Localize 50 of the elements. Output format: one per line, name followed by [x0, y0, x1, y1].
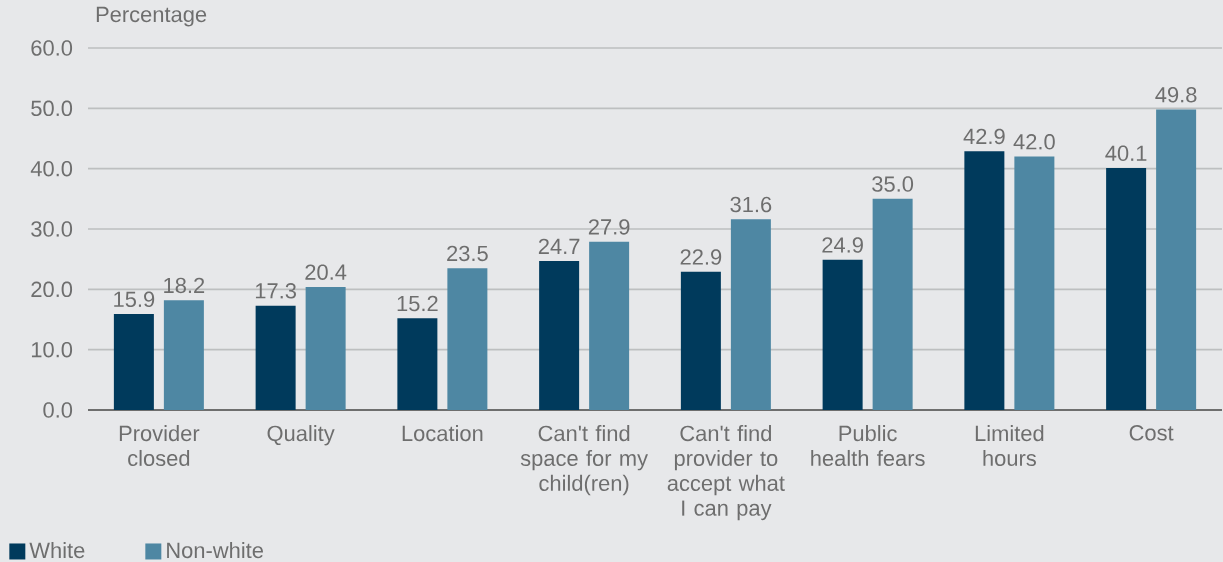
x-tick-label: Location [402, 425, 483, 442]
legend-label: White [29, 542, 85, 559]
data-label: 27.9 [588, 219, 630, 235]
data-label: 15.2 [397, 295, 438, 312]
data-label: 42.0 [1013, 134, 1055, 150]
x-tick-label: Cost [1129, 425, 1174, 441]
bar [539, 260, 580, 410]
data-label: 42.9 [963, 128, 1005, 145]
data-label: 17.3 [255, 283, 296, 299]
bar [680, 271, 721, 410]
bar [397, 318, 438, 410]
data-label: 24.9 [822, 237, 863, 253]
bar [305, 286, 346, 410]
data-label: 18.2 [164, 277, 205, 294]
y-tick-label: 50.0 [31, 100, 73, 117]
y-tick-label: 20.0 [31, 281, 73, 298]
y-tick-label: 30.0 [31, 221, 73, 237]
x-tick-label: Limited hours [975, 425, 1044, 467]
bar [163, 300, 204, 410]
bar [1014, 156, 1055, 410]
data-label: 23.5 [447, 245, 488, 262]
x-tick-label: Quality [267, 425, 335, 446]
data-label: 15.9 [114, 291, 155, 308]
data-label: 49.8 [1155, 87, 1197, 103]
y-tick-label: 60.0 [31, 40, 73, 56]
data-label: 35.0 [872, 176, 914, 192]
bar [822, 259, 863, 410]
bar [255, 305, 296, 410]
y-axis-title: Percentage [96, 6, 207, 27]
data-label: 20.4 [305, 264, 347, 280]
bar [113, 314, 154, 410]
data-label: 40.1 [1105, 145, 1147, 162]
data-label: 24.7 [538, 238, 580, 254]
legend-label: Non-white [167, 542, 263, 559]
bar [730, 219, 771, 410]
x-tick-label: Public health fears [811, 425, 925, 467]
y-tick-label: 40.0 [30, 160, 73, 177]
x-tick-label: Can't find provider to accept what I can pay [667, 425, 785, 521]
x-tick-label: Can't find space for my child(ren) [520, 425, 648, 496]
x-tick-label: Provider closed [119, 425, 200, 467]
bar [589, 241, 630, 410]
data-label: 31.6 [730, 196, 772, 213]
y-tick-label: 0.0 [43, 402, 73, 418]
bar [1156, 109, 1197, 410]
data-label: 22.9 [680, 249, 722, 265]
bar [447, 268, 488, 410]
bar [1106, 168, 1147, 410]
bar [964, 151, 1005, 410]
bar [872, 198, 913, 410]
y-tick-label: 10.0 [31, 341, 73, 358]
